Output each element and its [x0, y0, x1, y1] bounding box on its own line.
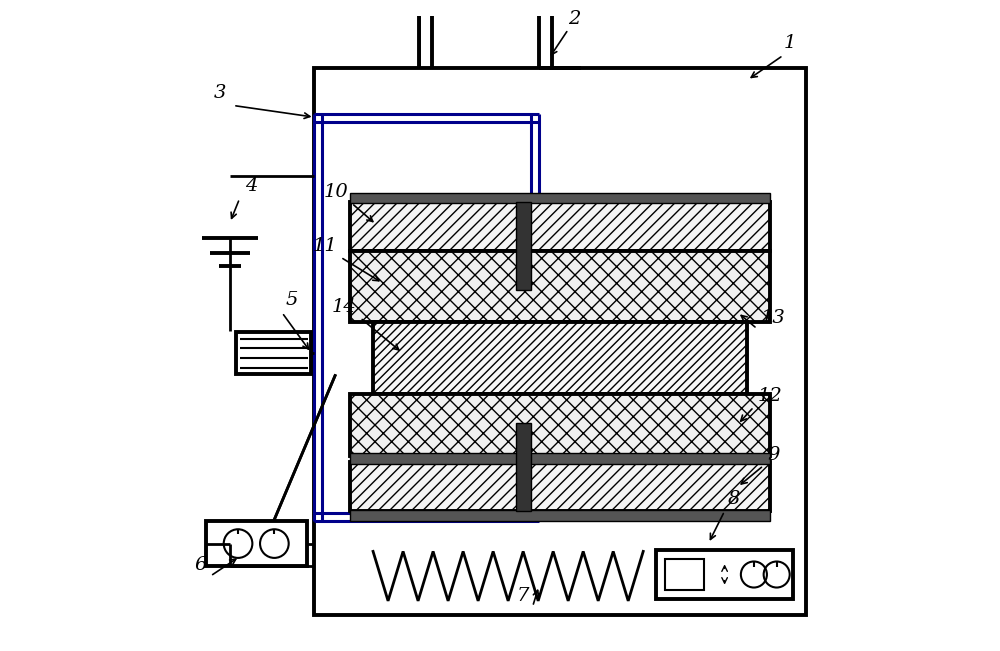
Bar — [350, 250, 770, 260]
Bar — [350, 394, 770, 456]
Text: 1: 1 — [783, 34, 796, 52]
Bar — [516, 423, 531, 511]
Bar — [373, 322, 747, 394]
Bar — [665, 559, 704, 590]
Text: 13: 13 — [760, 309, 785, 327]
Bar — [516, 202, 531, 290]
Bar — [350, 462, 770, 511]
Text: 7: 7 — [517, 587, 529, 605]
Bar — [350, 193, 770, 203]
Bar — [206, 521, 307, 566]
Text: 11: 11 — [312, 237, 337, 255]
Bar — [350, 453, 770, 464]
Text: 9: 9 — [767, 446, 779, 464]
Bar — [314, 68, 806, 615]
Text: 2: 2 — [568, 10, 581, 28]
Text: 5: 5 — [285, 291, 298, 309]
Text: 4: 4 — [245, 177, 257, 195]
Bar — [656, 550, 793, 599]
Text: 12: 12 — [757, 387, 782, 405]
Text: 3: 3 — [214, 84, 227, 102]
Text: 14: 14 — [332, 298, 357, 316]
Bar — [236, 332, 311, 374]
Bar — [350, 510, 770, 521]
Text: 10: 10 — [324, 183, 348, 201]
Text: 8: 8 — [728, 490, 740, 508]
Bar — [350, 251, 770, 322]
Text: 6: 6 — [195, 556, 207, 574]
Bar — [350, 202, 770, 251]
